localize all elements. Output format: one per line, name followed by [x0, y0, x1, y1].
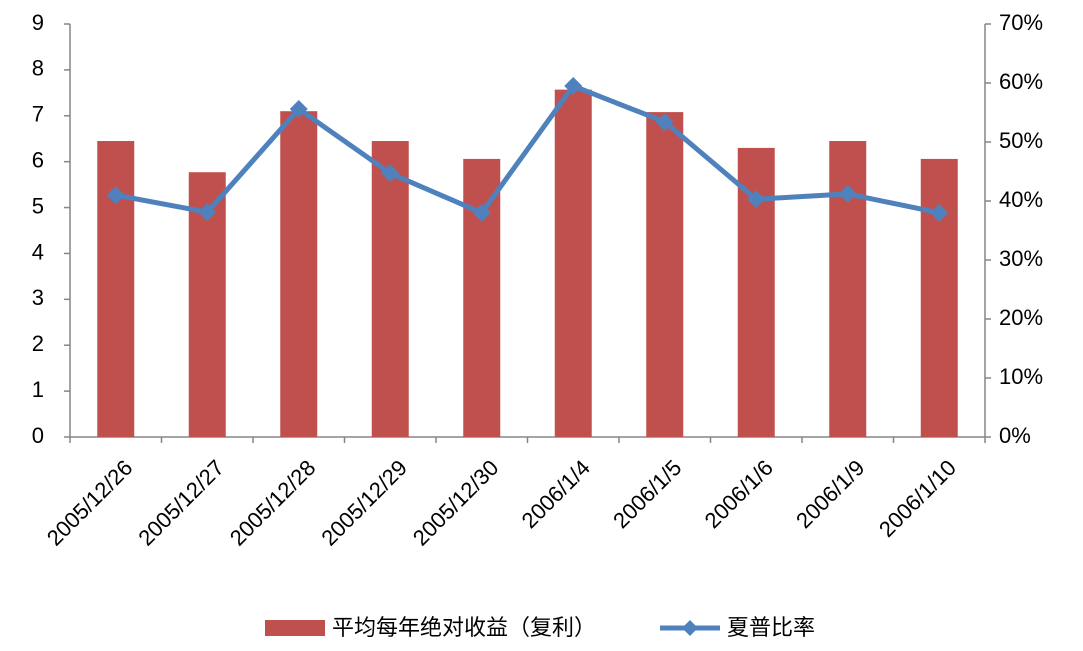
- line: [115, 83, 940, 216]
- marker: [838, 184, 857, 203]
- y2-tick-label: 20%: [999, 305, 1043, 330]
- bar: [920, 158, 958, 437]
- marker: [564, 76, 583, 95]
- y-tick-label: 3: [32, 285, 44, 310]
- bar: [646, 112, 684, 438]
- marker: [930, 203, 949, 222]
- marker: [472, 203, 491, 222]
- y-tick-label: 4: [32, 239, 44, 264]
- y-tick-label: 5: [32, 193, 44, 218]
- marker: [106, 186, 125, 205]
- x-tick-label: 2006/1/4: [517, 455, 595, 533]
- x-tick-label: 2006/1/10: [874, 455, 961, 542]
- y-tick-label: 6: [32, 147, 44, 172]
- y-tick-label: 9: [32, 10, 44, 35]
- legend-swatch: [265, 620, 325, 636]
- marker: [289, 99, 308, 118]
- bar: [280, 111, 318, 437]
- y2-tick-label: 40%: [999, 187, 1043, 212]
- y-tick-label: 0: [32, 423, 44, 448]
- marker: [747, 190, 766, 209]
- x-tick-label: 2006/1/6: [700, 455, 778, 533]
- bar: [371, 141, 409, 437]
- x-tick-label: 2006/1/9: [791, 455, 869, 533]
- marker: [655, 112, 674, 131]
- y-tick-label: 8: [32, 56, 44, 81]
- y2-tick-label: 30%: [999, 246, 1043, 271]
- x-tick-label: 2005/12/30: [408, 455, 504, 551]
- bar: [554, 89, 592, 438]
- y-tick-label: 7: [32, 102, 44, 127]
- marker: [198, 203, 217, 222]
- legend-marker: [682, 620, 698, 636]
- y2-tick-label: 10%: [999, 364, 1043, 389]
- bar: [97, 141, 135, 437]
- legend-label: 平均每年绝对收益（复利）: [332, 615, 596, 640]
- y-tick-label: 2: [32, 331, 44, 356]
- bar: [463, 158, 501, 437]
- legend: 平均每年绝对收益（复利） 夏普比率: [265, 615, 815, 640]
- y-tick-label: 1: [32, 377, 44, 402]
- x-tick-label: 2005/12/26: [42, 455, 138, 551]
- y2-tick-label: 50%: [999, 128, 1043, 153]
- x-tick-label: 2005/12/29: [316, 455, 412, 551]
- y2-tick-label: 0%: [999, 423, 1031, 448]
- legend-label: 夏普比率: [727, 615, 815, 640]
- y2-tick-label: 70%: [999, 10, 1043, 35]
- marker: [381, 164, 400, 183]
- x-tick-label: 2005/12/27: [133, 455, 229, 551]
- x-tick-label: 2006/1/5: [608, 455, 686, 533]
- x-tick-label: 2005/12/28: [225, 455, 321, 551]
- y2-tick-label: 60%: [999, 69, 1043, 94]
